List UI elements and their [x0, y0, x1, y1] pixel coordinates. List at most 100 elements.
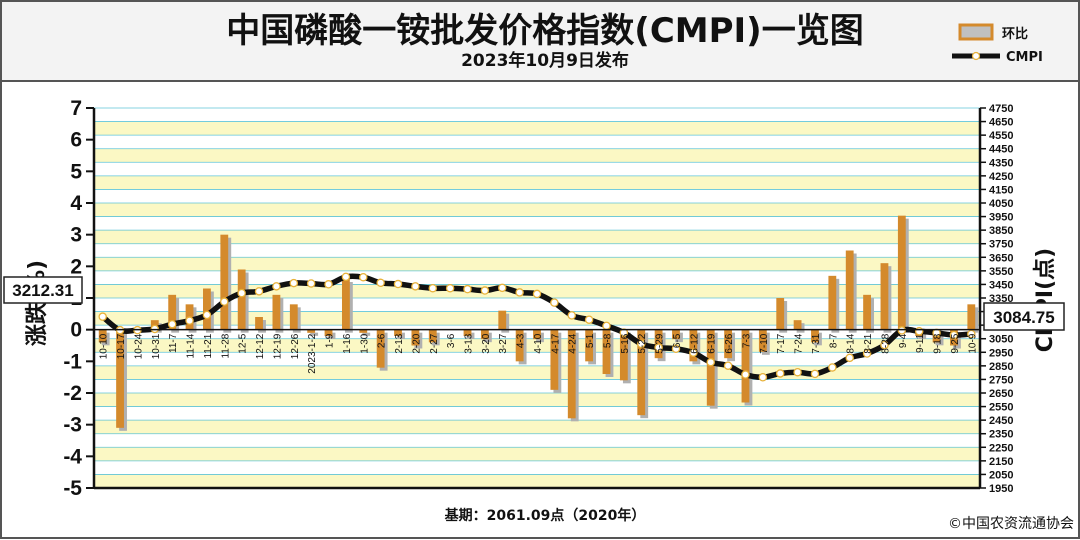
bar	[619, 329, 628, 381]
right-tick-label: 4750	[989, 103, 1013, 115]
x-tick-label: 6-19	[707, 333, 718, 353]
cmpi-point	[689, 348, 698, 357]
left-tick-label: 4	[70, 192, 82, 215]
plot-stripe	[94, 379, 980, 393]
legend-line-label: CMPI	[1006, 50, 1043, 65]
cmpi-point	[532, 289, 542, 299]
cmpi-point	[393, 279, 403, 289]
plot-stripe	[94, 447, 980, 461]
x-tick-label: 1-9	[325, 333, 336, 348]
start-value-text: 3212.31	[12, 281, 73, 300]
x-tick-label: 7-17	[776, 333, 787, 353]
x-tick-label: 11-28	[220, 333, 231, 358]
x-tick-label: 4-24	[568, 333, 579, 353]
left-tick-label: -3	[63, 414, 82, 437]
right-tick-label: 4650	[989, 117, 1013, 129]
cmpi-point	[445, 283, 455, 293]
cmpi-point	[167, 319, 177, 329]
x-tick-label: 2-27	[429, 333, 440, 353]
x-tick-label: 12-26	[290, 333, 301, 359]
left-tick-label: -1	[63, 350, 82, 373]
x-tick-label: 1-16	[342, 333, 353, 353]
right-axis-label: CMPI(点)	[1032, 248, 1058, 352]
cmpi-point	[775, 369, 785, 378]
bar	[411, 329, 420, 346]
cmpi-point	[793, 367, 802, 377]
bar	[255, 317, 263, 330]
left-tick-label: -4	[63, 445, 82, 468]
bar	[637, 329, 646, 416]
x-tick-label: 7-10	[759, 333, 770, 353]
plot-stripe	[94, 230, 980, 244]
bar	[376, 329, 385, 368]
legend-bar-label: 环比	[1002, 26, 1028, 42]
left-tick-label: 5	[70, 160, 82, 183]
x-tick-label: 5-29	[655, 333, 666, 353]
plot-stripe	[94, 216, 980, 231]
bar	[863, 294, 871, 330]
x-tick-label: 5-22	[637, 333, 648, 353]
cmpi-point	[306, 279, 316, 288]
right-tick-label: 2950	[989, 347, 1013, 359]
x-tick-label: 8-14	[846, 333, 857, 353]
bar	[602, 329, 611, 374]
cmpi-point	[567, 311, 576, 320]
x-tick-label: 10-9	[967, 333, 978, 353]
right-tick-label: 4050	[989, 198, 1013, 210]
plot-stripe	[94, 365, 980, 380]
x-tick-label: 12-5	[238, 333, 249, 353]
x-tick-label: 7-24	[794, 333, 805, 353]
bar	[220, 234, 229, 330]
plot-stripe	[94, 108, 980, 122]
plot-stripe	[94, 298, 980, 312]
x-tick-label: 8-21	[863, 333, 874, 353]
x-tick-label: 9-25	[950, 333, 961, 353]
cmpi-point	[758, 373, 768, 382]
plot-stripe	[94, 148, 980, 163]
bar	[758, 329, 767, 352]
plot-stripe	[94, 121, 980, 136]
legend-line-marker	[971, 51, 981, 61]
x-tick-label: 4-3	[516, 333, 527, 348]
x-tick-label: 12-19	[272, 333, 283, 359]
right-tick-label: 4550	[989, 130, 1013, 142]
cmpi-point	[202, 310, 212, 320]
plot-stripe	[94, 270, 980, 285]
x-tick-label: 2-6	[377, 333, 388, 348]
left-tick-label: 7	[70, 97, 82, 120]
cmpi-point	[810, 369, 820, 379]
cmpi-point	[706, 357, 715, 367]
cmpi-point	[636, 339, 646, 349]
cmpi-point	[498, 283, 507, 293]
x-tick-label: 4-10	[533, 333, 544, 353]
x-tick-label: 7-3	[741, 333, 752, 348]
bar	[672, 329, 680, 340]
right-tick-label: 4250	[989, 171, 1013, 183]
bar	[116, 329, 124, 428]
right-tick-label: 2850	[989, 361, 1013, 373]
x-tick-label: 9-18	[933, 333, 944, 353]
left-tick-label: 3	[70, 224, 82, 247]
plot-stripe	[94, 243, 980, 258]
x-tick-label: 3-6	[446, 333, 457, 348]
plot-stripe	[94, 203, 980, 217]
bar	[480, 329, 489, 340]
bar	[515, 329, 524, 362]
x-tick-label: 10-17	[116, 333, 127, 359]
cmpi-point	[880, 340, 889, 350]
chart-title: 中国磷酸一铵批发价格指数(CMPI)一览图	[226, 11, 863, 51]
right-tick-label: 1950	[989, 483, 1013, 495]
end-value-callout: 3084.75	[983, 302, 1065, 331]
plot-stripes	[94, 108, 980, 488]
plot-stripe	[94, 406, 980, 421]
x-tick-label: 9-4	[898, 333, 909, 348]
bar	[967, 304, 976, 330]
cmpi-point	[584, 315, 594, 324]
legend: 环比 CMPI	[952, 23, 1043, 65]
bar	[203, 288, 211, 330]
x-tick-label: 6-5	[672, 333, 683, 348]
bar	[168, 294, 177, 330]
source-credit: ©中国农资流通协会	[948, 516, 1074, 532]
bar	[324, 329, 333, 336]
